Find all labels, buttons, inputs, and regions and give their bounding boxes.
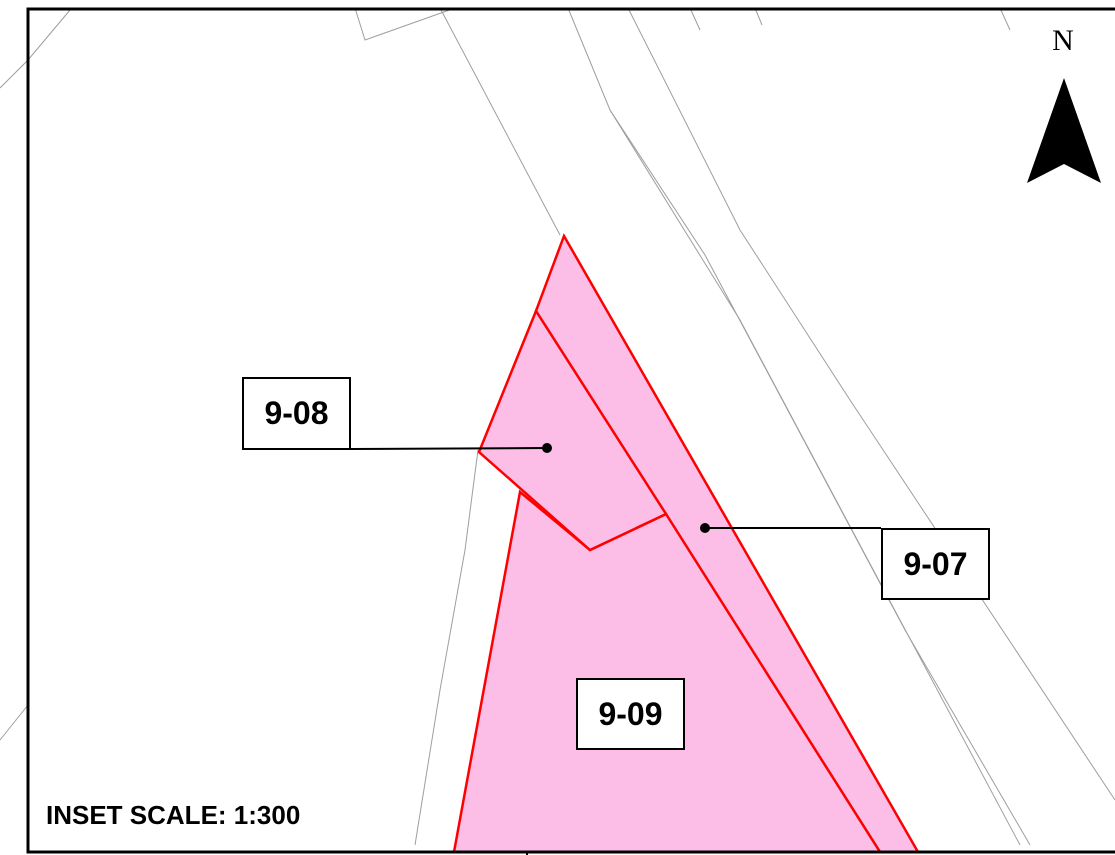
parcel-label-9-07: 9-07 <box>881 528 990 600</box>
leader-dot-9-08 <box>542 443 552 453</box>
north-label: N <box>1052 24 1074 57</box>
leader-lines <box>350 447 881 529</box>
background-parcel-lines <box>0 7 1115 846</box>
parcel-9-09 <box>452 489 883 854</box>
parcel-label-9-09: 9-09 <box>576 678 685 750</box>
parcel-label-9-08: 9-08 <box>242 377 351 450</box>
parcel-9-08 <box>477 308 668 552</box>
parcel-polygons <box>452 233 921 854</box>
north-arrow-icon <box>1027 78 1101 183</box>
leader-line-9-08 <box>350 447 548 450</box>
leader-dot-9-07 <box>700 523 710 533</box>
map-frame <box>26 7 1115 854</box>
inset-scale-label: INSET SCALE: 1:300 <box>46 800 301 830</box>
